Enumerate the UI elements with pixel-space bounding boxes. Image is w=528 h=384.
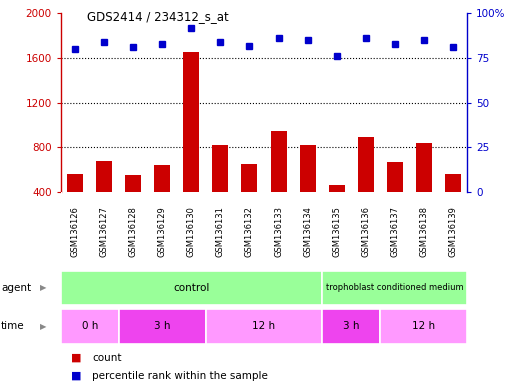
Text: GSM136130: GSM136130 — [187, 206, 196, 257]
Text: 12 h: 12 h — [412, 321, 435, 331]
Text: GSM136137: GSM136137 — [390, 206, 399, 257]
Text: GSM136138: GSM136138 — [419, 206, 428, 257]
Bar — [96, 161, 112, 237]
Bar — [125, 175, 142, 237]
Text: GSM136135: GSM136135 — [332, 206, 341, 257]
Bar — [183, 53, 200, 237]
Text: ■: ■ — [71, 371, 82, 381]
Text: control: control — [173, 283, 210, 293]
Bar — [270, 131, 287, 237]
Bar — [61, 309, 119, 344]
Text: GSM136131: GSM136131 — [216, 206, 225, 257]
Bar — [445, 174, 461, 237]
Text: 12 h: 12 h — [252, 321, 276, 331]
Bar — [322, 309, 380, 344]
Bar — [154, 165, 171, 237]
Bar — [322, 271, 467, 305]
Bar — [212, 145, 229, 237]
Bar — [241, 164, 258, 237]
Text: GSM136128: GSM136128 — [129, 206, 138, 257]
Bar — [328, 185, 345, 237]
Text: percentile rank within the sample: percentile rank within the sample — [92, 371, 268, 381]
Text: GDS2414 / 234312_s_at: GDS2414 / 234312_s_at — [87, 10, 229, 23]
Text: GSM136139: GSM136139 — [448, 206, 457, 257]
Text: time: time — [1, 321, 25, 331]
Text: trophoblast conditioned medium: trophoblast conditioned medium — [326, 283, 464, 293]
Bar — [119, 309, 206, 344]
Text: ▶: ▶ — [40, 283, 46, 293]
Bar — [206, 309, 322, 344]
Bar — [299, 144, 316, 237]
Text: count: count — [92, 353, 122, 363]
Text: agent: agent — [1, 283, 31, 293]
Bar — [61, 271, 322, 305]
Text: GSM136129: GSM136129 — [158, 206, 167, 257]
Bar — [67, 174, 83, 237]
Text: 3 h: 3 h — [154, 321, 171, 331]
Text: GSM136126: GSM136126 — [71, 206, 80, 257]
Text: 0 h: 0 h — [81, 321, 98, 331]
Text: GSM136136: GSM136136 — [361, 206, 370, 257]
Text: GSM136132: GSM136132 — [245, 206, 254, 257]
Text: 3 h: 3 h — [343, 321, 360, 331]
Bar — [357, 137, 374, 237]
Text: ▶: ▶ — [40, 322, 46, 331]
Bar — [380, 309, 467, 344]
Text: GSM136127: GSM136127 — [100, 206, 109, 257]
Text: GSM136134: GSM136134 — [303, 206, 312, 257]
Text: GSM136133: GSM136133 — [274, 206, 283, 257]
Text: ■: ■ — [71, 353, 82, 363]
Bar — [416, 143, 432, 237]
Bar — [386, 162, 403, 237]
